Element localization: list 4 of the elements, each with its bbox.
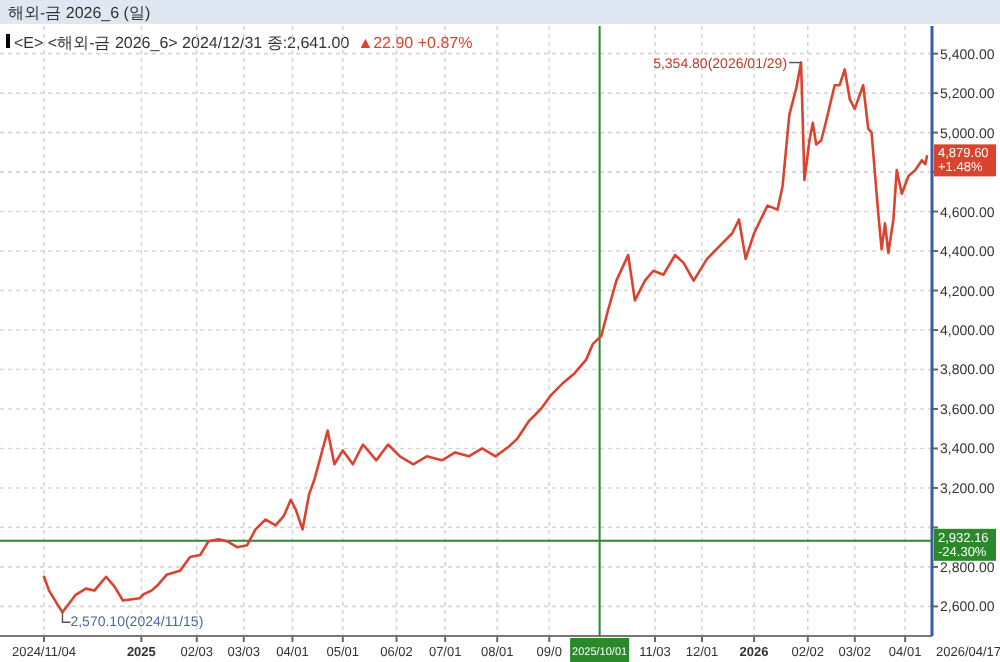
text: <E> <해외-금 2026_6> 2024/12/31 종:2,641.00: [14, 34, 351, 52]
line-series: [42, 61, 929, 614]
annotation: ▲22.90 +0.87%: [357, 34, 473, 52]
chart-title: 해외-금 2026_6 (일): [8, 4, 151, 22]
